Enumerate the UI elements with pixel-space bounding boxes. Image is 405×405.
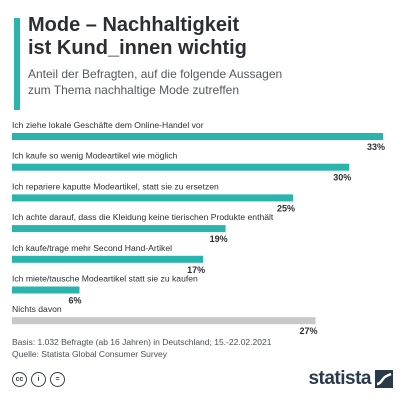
by-icon[interactable]: i xyxy=(31,372,46,387)
bar xyxy=(12,286,80,294)
subtitle-line-1: Anteil der Befragten, auf die folgende A… xyxy=(28,67,283,81)
category-label: Ich kaufe so wenig Modeartikel wie mögli… xyxy=(12,151,177,161)
category-label: Ich kaufe/trage mehr Second Hand-Artikel xyxy=(12,243,172,253)
bar xyxy=(12,133,383,140)
title-line-2: ist Kund_innen wichtig xyxy=(28,37,247,59)
license-icons: cc i = xyxy=(12,372,65,387)
cc-icon[interactable]: cc xyxy=(12,372,27,387)
source-note: Quelle: Statista Global Consumer Survey xyxy=(12,349,167,359)
value-label: 27% xyxy=(300,326,318,335)
bar xyxy=(12,225,226,233)
category-label: Nichts davon xyxy=(12,304,62,314)
title-line-1: Mode – Nachhaltigkeit xyxy=(28,14,240,36)
subtitle-line-2: zum Thema nachhaltige Mode zutreffen xyxy=(28,83,240,97)
basis-note: Basis: 1.032 Befragte (ab 16 Jahren) in … xyxy=(12,337,272,347)
value-label: 33% xyxy=(367,142,385,152)
bar xyxy=(12,255,204,263)
value-label: 25% xyxy=(277,203,295,213)
bar xyxy=(12,194,294,202)
statista-logo[interactable]: statista xyxy=(308,368,393,390)
category-label: Ich repariere kaputte Modeartikel, statt… xyxy=(12,181,219,191)
category-label: Ich ziehe lokale Geschäfte dem Online-Ha… xyxy=(12,120,204,130)
nd-icon[interactable]: = xyxy=(50,372,65,387)
title-accent-bar xyxy=(14,18,20,110)
category-label: Ich miete/tausche Modeartikel statt sie … xyxy=(12,274,198,284)
bar-chart: Ich ziehe lokale Geschäfte dem Online-Ha… xyxy=(12,120,385,335)
chart-footer: Basis: 1.032 Befragte (ab 16 Jahren) in … xyxy=(12,336,397,360)
chart-title: Mode – Nachhaltigkeit ist Kund_innen wic… xyxy=(28,14,398,60)
bar xyxy=(12,163,350,171)
value-label: 6% xyxy=(68,296,81,306)
bar xyxy=(12,317,316,325)
value-label: 19% xyxy=(210,234,228,244)
value-label: 30% xyxy=(333,173,351,183)
brand-name: statista xyxy=(308,368,371,389)
category-label: Ich achte darauf, dass die Kleidung kein… xyxy=(12,212,274,222)
value-label: 17% xyxy=(187,265,205,275)
statista-mark-icon xyxy=(375,370,393,388)
chart-subtitle: Anteil der Befragten, auf die folgende A… xyxy=(28,66,398,98)
